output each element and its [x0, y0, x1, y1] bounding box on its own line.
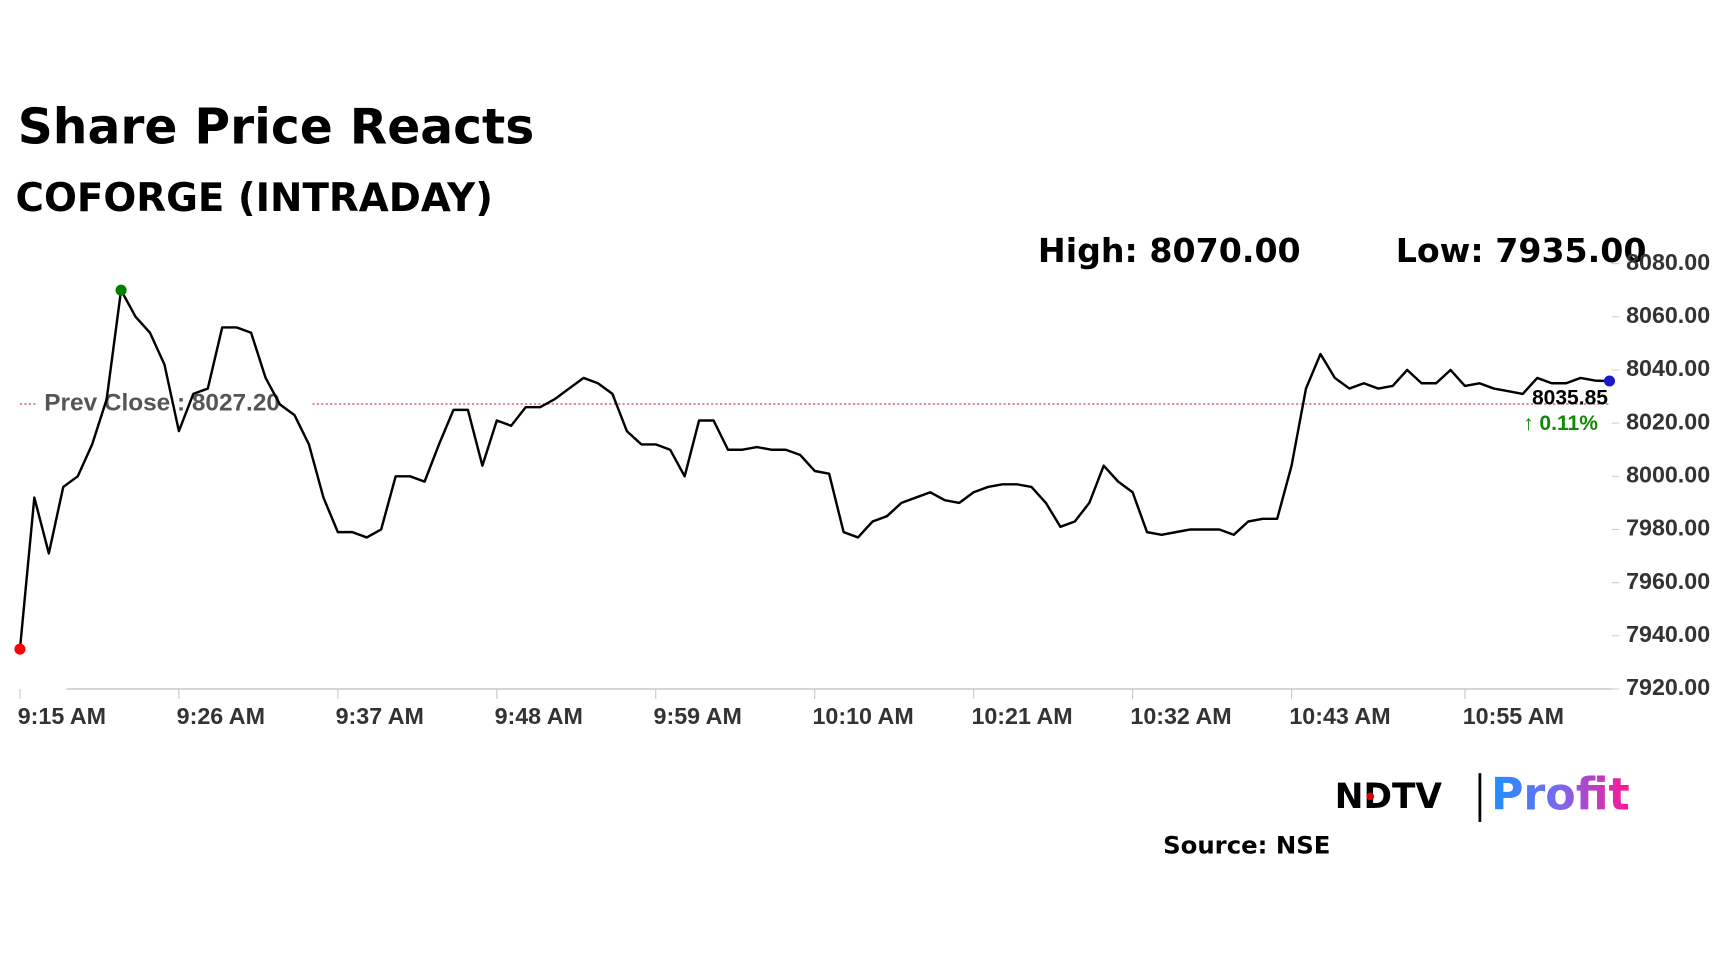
x-tick-label: 10:21 AM [971, 703, 1072, 729]
y-tick-label: 8040.00 [1626, 355, 1710, 381]
logo-dot [1366, 792, 1375, 801]
y-tick-label: 8000.00 [1626, 461, 1710, 487]
plot: 7920.00 7940.00 7960.00 7980.00 8000.00 8020.… [14, 249, 1710, 729]
chart-subtitle: COFORGE (INTRADAY) [16, 176, 493, 221]
last-marker [1603, 375, 1616, 387]
y-tick-label: 7940.00 [1626, 621, 1710, 647]
logo-profit: Profit [1491, 770, 1630, 821]
x-tick-label: 9:26 AM [177, 703, 265, 729]
y-tick-label: 7920.00 [1626, 674, 1710, 700]
y-tick-label: 8020.00 [1626, 408, 1710, 434]
low-label: Low: 7935.00 [1396, 231, 1647, 270]
x-tick-label: 9:15 AM [18, 703, 106, 729]
y-tick-label: 7980.00 [1626, 515, 1710, 541]
x-tick-label: 10:10 AM [812, 703, 913, 729]
x-tick-label: 10:32 AM [1130, 703, 1231, 729]
x-tick-label: 9:37 AM [336, 703, 424, 729]
low-marker [14, 643, 26, 655]
prev-close-label: Prev Close : 8027.20 [44, 389, 280, 416]
y-tick-label: 7960.00 [1626, 568, 1710, 594]
y-tick-label: 8080.00 [1626, 249, 1710, 275]
x-tick-label: 9:48 AM [495, 703, 583, 729]
x-tick-label: 9:59 AM [654, 703, 742, 729]
chart-title: Share Price Reacts [18, 100, 535, 156]
high-marker [115, 284, 127, 296]
x-tick-label: 10:43 AM [1289, 703, 1390, 729]
y-tick-label: 8060.00 [1626, 302, 1710, 328]
logo-ndtv: NDTV [1335, 777, 1443, 817]
change-label: ↑ 0.11% [1523, 412, 1598, 435]
x-tick-label: 10:55 AM [1463, 703, 1564, 729]
source: Source: NSE [1163, 830, 1330, 859]
price-line [18, 288, 1610, 650]
high-label: High: 8070.00 [1038, 231, 1301, 270]
last-price-label: 8035.85 [1532, 386, 1608, 409]
